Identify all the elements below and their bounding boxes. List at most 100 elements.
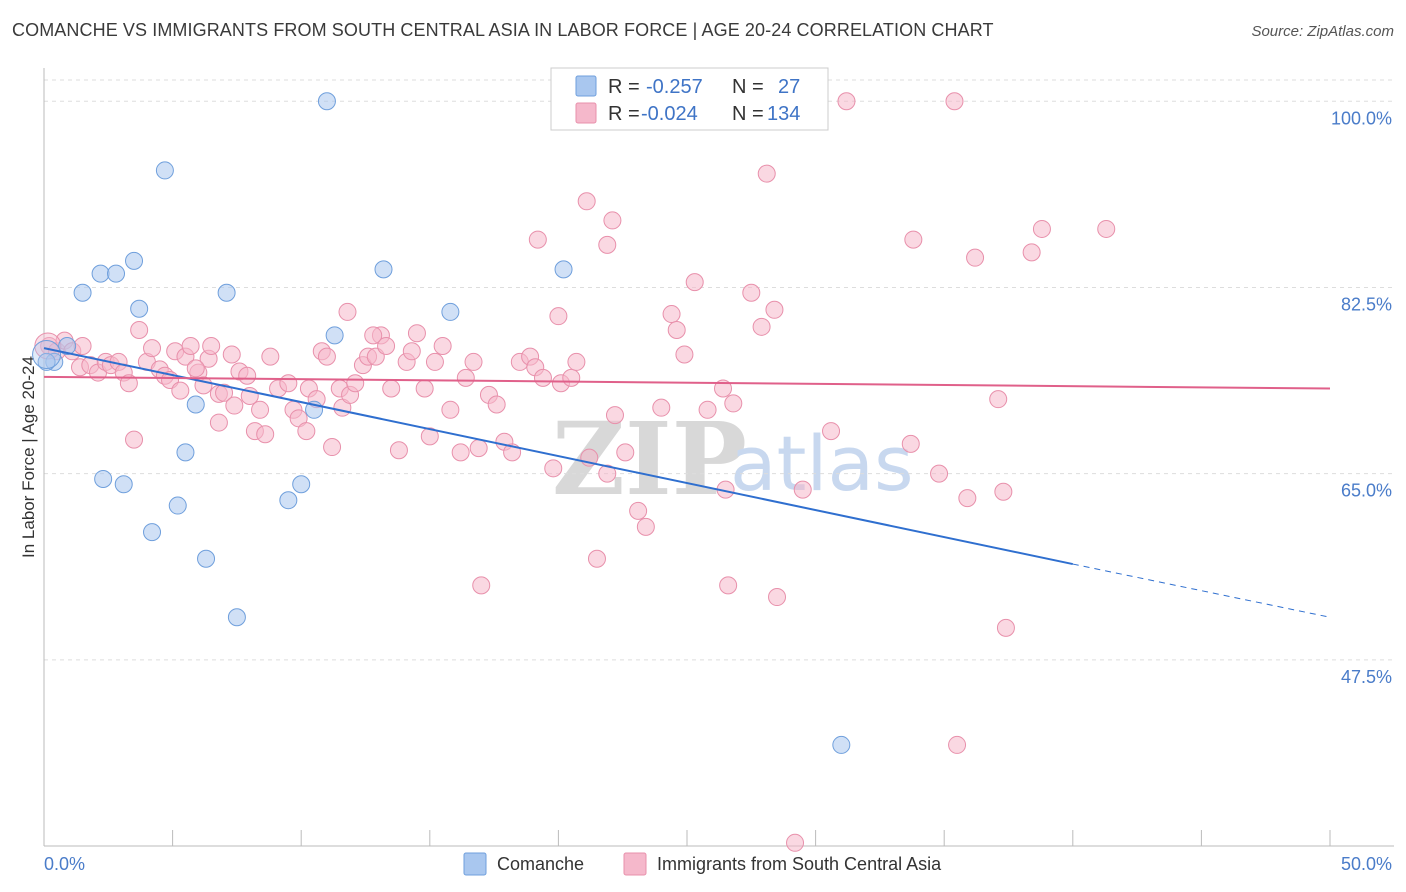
immigrants-point [469, 439, 488, 458]
legend: R = -0.257 N = 27 R = -0.024 N = 134 [550, 67, 829, 131]
comanche-point [176, 443, 195, 462]
immigrants-point [420, 427, 439, 446]
immigrants-trendline [43, 375, 1331, 390]
immigrants-point [698, 400, 717, 419]
immigrants-point [317, 347, 336, 366]
immigrants-point [225, 396, 244, 415]
y-axis-ticks: 47.5% 65.0% 82.5% 100.0% [1331, 108, 1392, 687]
immigrants-point [724, 394, 743, 413]
immigrants-point [130, 321, 149, 340]
comanche-point [58, 336, 77, 355]
immigrants-point [675, 345, 694, 364]
bottom-legend-label-immigrants: Immigrants from South Central Asia [657, 854, 942, 874]
chart-title: COMANCHE VS IMMIGRANTS FROM SOUTH CENTRA… [12, 20, 994, 40]
immigrants-point [451, 443, 470, 462]
immigrants-point [752, 317, 771, 336]
immigrants-point [279, 374, 298, 393]
comanche-point [114, 475, 133, 494]
immigrants-point [667, 321, 686, 340]
immigrants-point [714, 379, 733, 398]
immigrants-point [209, 413, 228, 432]
comanche-point [130, 299, 149, 318]
immigrants-point [901, 434, 920, 453]
source-credit: Source: ZipAtlas.com [1251, 23, 1394, 40]
immigrants-point [215, 383, 234, 402]
y-tick-label: 82.5% [1341, 294, 1392, 314]
immigrants-point [793, 480, 812, 499]
immigrants-point [1032, 219, 1051, 238]
immigrants-point [143, 339, 162, 358]
comanche-point [317, 92, 336, 111]
legend-swatch-immigrants [575, 102, 597, 124]
immigrants-point [1097, 219, 1116, 238]
comanche-point [292, 475, 311, 494]
legend-n-label-1: N = [732, 76, 764, 98]
immigrants-point [186, 359, 205, 378]
comanche-point-cluster [32, 339, 62, 369]
immigrants-point [822, 422, 841, 441]
comanche-point [125, 251, 144, 270]
immigrants-point [603, 211, 622, 230]
immigrants-point [636, 517, 655, 536]
comanche-point [441, 302, 460, 321]
immigrants-point [487, 395, 506, 414]
immigrants-point [297, 422, 316, 441]
immigrants-point [256, 425, 275, 444]
comanche-point [197, 549, 216, 568]
bottom-legend-label-comanche: Comanche [497, 854, 584, 874]
immigrants-point [567, 352, 586, 371]
comanche-point [217, 283, 236, 302]
bottom-legend: Comanche Immigrants from South Central A… [463, 852, 942, 876]
comanche-point [73, 283, 92, 302]
comanche-point [168, 496, 187, 515]
immigrants-point [407, 324, 426, 343]
immigrants-point [757, 164, 776, 183]
immigrants-point [904, 230, 923, 249]
immigrants-point [544, 459, 563, 478]
axes [43, 68, 1394, 847]
comanche-trendline [43, 347, 1074, 566]
immigrants-point [598, 235, 617, 254]
immigrants-point [1022, 243, 1041, 262]
immigrants-point [222, 345, 241, 364]
immigrants-point [768, 588, 787, 607]
x-tick-label-max: 50.0% [1341, 854, 1392, 874]
immigrants-point [119, 374, 138, 393]
immigrants-point [464, 352, 483, 371]
x-axis-ticks [43, 830, 1331, 846]
immigrants-point [948, 735, 967, 754]
legend-r-label-2: R = [608, 103, 640, 125]
comanche-point [37, 352, 56, 371]
immigrants-point [662, 305, 681, 324]
comanche-point [374, 260, 393, 279]
y-tick-label: 65.0% [1341, 481, 1392, 501]
immigrants-point [837, 92, 856, 111]
comanche-point [155, 161, 174, 180]
immigrants-point [652, 398, 671, 417]
immigrants-point [528, 230, 547, 249]
immigrants-point [994, 482, 1013, 501]
immigrants-point [958, 489, 977, 508]
immigrants-point [533, 368, 552, 387]
y-tick-label: 100.0% [1331, 108, 1392, 128]
immigrants-point [616, 443, 635, 462]
immigrants-point [441, 400, 460, 419]
legend-r-value-2: -0.024 [641, 103, 698, 125]
comanche-point [186, 395, 205, 414]
series-comanche-points [32, 92, 851, 754]
comanche-point [554, 260, 573, 279]
immigrants-point [685, 273, 704, 292]
immigrants-point [786, 833, 805, 852]
legend-r-label-1: R = [608, 76, 640, 98]
bottom-legend-swatch-comanche [463, 852, 487, 876]
immigrants-point [346, 374, 365, 393]
immigrants-point [456, 368, 475, 387]
immigrants-point [415, 379, 434, 398]
immigrants-point [73, 336, 92, 355]
immigrants-point [996, 618, 1015, 637]
y-tick-label: 47.5% [1341, 667, 1392, 687]
comanche-point [325, 326, 344, 345]
bottom-legend-swatch-immigrants [623, 852, 647, 876]
comanche-point [279, 491, 298, 510]
immigrants-point [323, 438, 342, 457]
